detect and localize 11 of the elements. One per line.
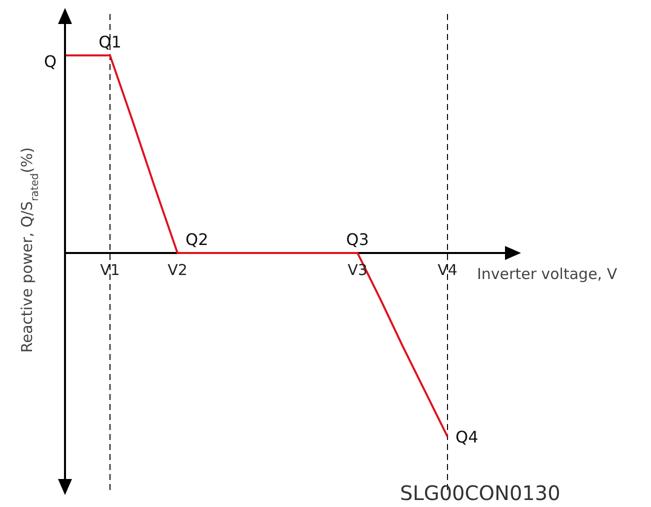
text: SLG00CON0130 bbox=[400, 481, 560, 505]
annotation: Q1 bbox=[98, 32, 122, 52]
x-tick-label: V2 bbox=[168, 260, 188, 279]
text: Q bbox=[44, 52, 57, 71]
annotation: Q4 bbox=[456, 427, 478, 446]
annotation: Q3 bbox=[346, 230, 369, 249]
x-tick-label: V1 bbox=[100, 260, 120, 279]
annotation: Q2 bbox=[186, 230, 208, 249]
x-tick-label: V4 bbox=[438, 260, 458, 279]
x-tick-label: V3 bbox=[348, 260, 368, 279]
x-axis-title: Inverter voltage, V bbox=[477, 264, 618, 283]
